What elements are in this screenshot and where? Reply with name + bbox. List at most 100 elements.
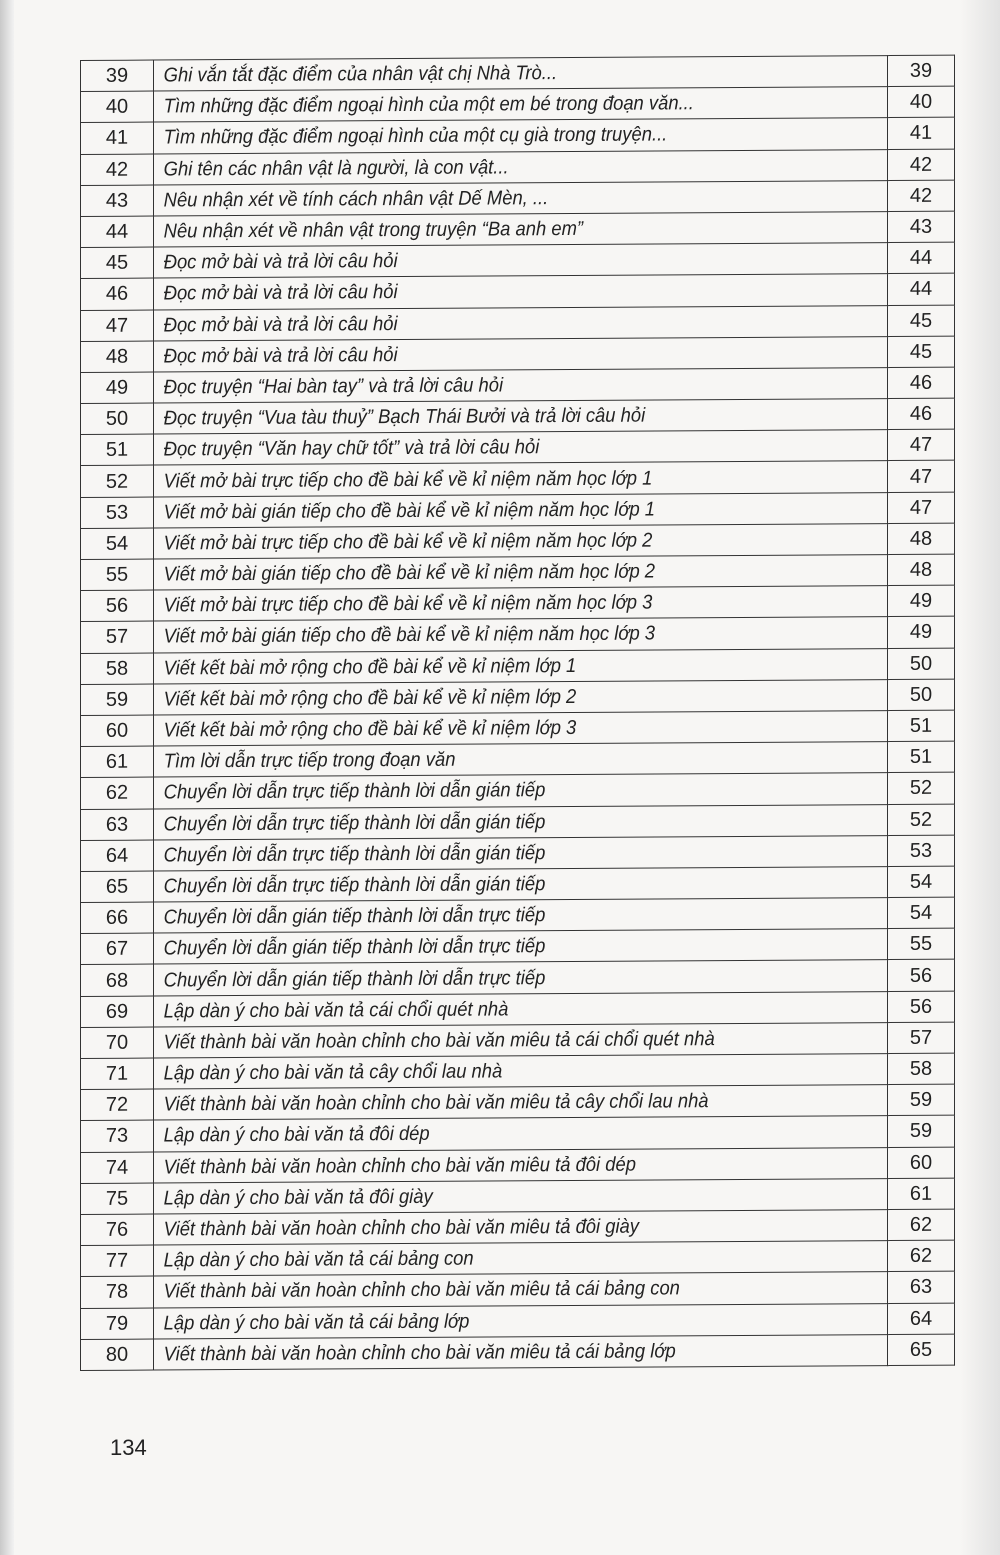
lesson-number: 41 xyxy=(80,122,154,155)
lesson-title: Lập dàn ý cho bài văn tả cái bảng lớp xyxy=(153,1303,829,1339)
lesson-number: 76 xyxy=(80,1213,154,1246)
lesson-title: Chuyển lời dẫn gián tiếp thành lời dẫn t… xyxy=(153,929,829,965)
page-reference: 59 xyxy=(887,1084,955,1116)
lesson-number: 71 xyxy=(80,1058,154,1090)
lesson-title: Chuyển lời dẫn trực tiếp thành lời dẫn g… xyxy=(153,773,829,809)
page-reference: 55 xyxy=(887,928,955,961)
lesson-title: Đọc truyện “Văn hay chữ tốt” và trả lời … xyxy=(153,430,829,466)
lesson-number: 73 xyxy=(80,1120,154,1153)
page-reference: 45 xyxy=(887,335,955,368)
page-reference: 47 xyxy=(887,491,955,524)
lesson-number: 55 xyxy=(80,559,154,591)
page-edge-shadow xyxy=(960,0,1000,1555)
lesson-title: Tìm những đặc điểm ngoại hình của một em… xyxy=(153,87,829,123)
page-reference: 54 xyxy=(887,866,955,898)
lesson-number: 75 xyxy=(80,1182,154,1215)
lesson-title: Viết thành bài văn hoàn chỉnh cho bài vă… xyxy=(153,1147,829,1183)
lesson-title: Ghi vắn tắt đặc điểm của nhân vật chị Nh… xyxy=(153,55,829,92)
lesson-title: Viết kết bài mở rộng cho đề bài kể về kỉ… xyxy=(153,710,829,747)
lesson-number: 66 xyxy=(80,902,154,934)
lesson-title: Đọc mở bài và trả lời câu hỏi xyxy=(153,305,829,341)
lesson-number: 79 xyxy=(80,1307,154,1340)
lesson-number: 70 xyxy=(80,1026,154,1059)
page-reference: 42 xyxy=(887,179,955,212)
table-of-contents: 39 Ghi vắn tắt đặc điểm của nhân vật chị … xyxy=(80,55,955,1371)
page-reference: 42 xyxy=(887,148,955,181)
lesson-number: 57 xyxy=(80,621,154,654)
lesson-title: Viết mở bài gián tiếp cho đề bài kể về k… xyxy=(153,492,829,528)
page-reference: 51 xyxy=(887,710,955,742)
lesson-title: Viết kết bài mở rộng cho đề bài kể về kỉ… xyxy=(153,648,829,684)
lesson-title: Viết mở bài gián tiếp cho đề bài kể về k… xyxy=(153,554,829,591)
page-number: 134 xyxy=(110,1435,147,1460)
lesson-number: 64 xyxy=(80,839,154,872)
lesson-title: Đọc mở bài và trả lời câu hỏi xyxy=(153,274,829,310)
page-edge-shadow xyxy=(0,0,14,1555)
page-reference: 47 xyxy=(887,460,955,493)
page-reference: 56 xyxy=(887,959,955,992)
page-reference: 44 xyxy=(887,242,955,274)
lesson-title: Đọc mở bài và trả lời câu hỏi xyxy=(153,336,829,372)
page-reference: 58 xyxy=(887,1053,955,1085)
lesson-number: 40 xyxy=(80,91,154,123)
lesson-number: 74 xyxy=(80,1151,154,1184)
page-reference: 46 xyxy=(887,398,955,430)
page-reference: 54 xyxy=(887,897,955,929)
lesson-number: 43 xyxy=(80,184,154,217)
lesson-title: Viết thành bài văn hoàn chỉnh cho bài vă… xyxy=(153,1022,829,1059)
page-reference: 48 xyxy=(887,554,955,586)
page-reference: 62 xyxy=(887,1240,955,1272)
lesson-title: Viết mở bài gián tiếp cho đề bài kể về k… xyxy=(153,617,829,653)
lesson-number: 48 xyxy=(80,340,154,373)
lesson-title: Nêu nhận xét về tính cách nhân vật Dế Mè… xyxy=(153,180,829,216)
page-reference: 52 xyxy=(887,772,955,805)
lesson-number: 53 xyxy=(80,496,154,529)
page-reference: 45 xyxy=(887,304,955,337)
lesson-title: Viết thành bài văn hoàn chỉnh cho bài vă… xyxy=(153,1272,829,1308)
lesson-number: 45 xyxy=(80,247,154,279)
lesson-title: Đọc truyện “Hai bàn tay” và trả lời câu … xyxy=(153,367,829,404)
lesson-number: 56 xyxy=(80,590,154,622)
lesson-number: 61 xyxy=(80,746,154,778)
lesson-number: 52 xyxy=(80,465,154,498)
page-reference: 52 xyxy=(887,803,955,836)
lesson-number: 65 xyxy=(80,870,154,903)
lesson-number: 51 xyxy=(80,434,154,466)
page-reference: 60 xyxy=(887,1146,955,1179)
lesson-title: Lập dàn ý cho bài văn tả cái chổi quét n… xyxy=(153,991,829,1027)
page-reference: 53 xyxy=(887,834,955,867)
lesson-number: 59 xyxy=(80,683,154,716)
page-reference: 65 xyxy=(887,1333,955,1366)
lesson-number: 46 xyxy=(80,278,154,310)
page-reference: 49 xyxy=(887,616,955,649)
lesson-number: 44 xyxy=(80,215,154,248)
lesson-title: Viết thành bài văn hoàn chỉnh cho bài vă… xyxy=(153,1334,829,1370)
lesson-number: 72 xyxy=(80,1089,154,1121)
lesson-number: 58 xyxy=(80,652,154,685)
lesson-number: 47 xyxy=(80,309,154,342)
lesson-number: 42 xyxy=(80,153,154,186)
lesson-title: Ghi tên các nhân vật là người, là con vậ… xyxy=(153,149,829,185)
lesson-title: Lập dàn ý cho bài văn tả cái bảng con xyxy=(153,1241,829,1277)
lesson-number: 39 xyxy=(80,60,154,92)
lesson-title: Chuyển lời dẫn gián tiếp thành lời dẫn t… xyxy=(153,960,829,996)
lesson-title: Viết thành bài văn hoàn chỉnh cho bài vă… xyxy=(153,1209,829,1246)
lesson-number: 63 xyxy=(80,808,154,841)
lesson-title: Chuyển lời dẫn trực tiếp thành lời dẫn g… xyxy=(153,866,829,903)
lesson-number: 77 xyxy=(80,1245,154,1277)
lesson-number: 78 xyxy=(80,1276,154,1308)
page-reference: 51 xyxy=(887,741,955,773)
lesson-number: 67 xyxy=(80,933,154,965)
lesson-title: Đọc truyện “Vua tàu thuỷ” Bạch Thái Bưởi… xyxy=(153,398,829,435)
page-reference: 57 xyxy=(887,1021,955,1054)
page-reference: 61 xyxy=(887,1177,955,1210)
page-reference: 50 xyxy=(887,678,955,711)
lesson-title: Lập dàn ý cho bài văn tả đôi dép xyxy=(153,1116,829,1152)
lesson-number: 54 xyxy=(80,527,154,560)
page-reference: 59 xyxy=(887,1115,955,1148)
page-reference: 39 xyxy=(887,55,955,87)
lesson-number: 69 xyxy=(80,995,154,1028)
lesson-title: Tìm những đặc điểm ngoại hình của một cụ… xyxy=(153,118,829,154)
lesson-number: 49 xyxy=(80,371,154,404)
page-reference: 49 xyxy=(887,585,955,617)
